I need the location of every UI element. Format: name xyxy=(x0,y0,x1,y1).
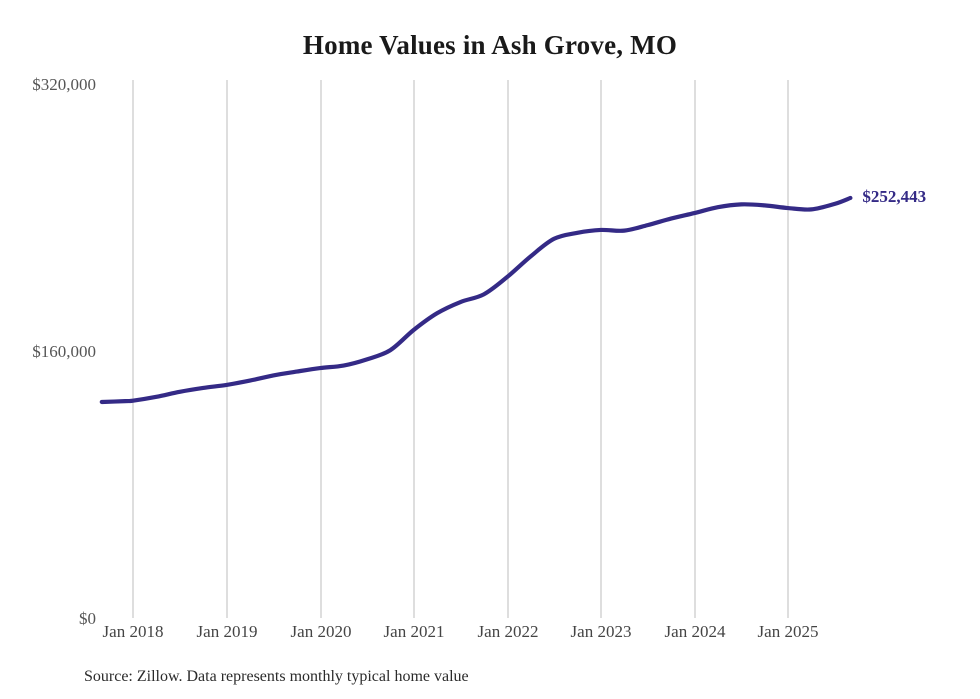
x-tick-label-jan-2025: Jan 2025 xyxy=(757,622,819,641)
x-tick-label-jan-2023: Jan 2023 xyxy=(570,622,632,641)
x-tick-label-jan-2022: Jan 2022 xyxy=(477,622,539,641)
x-tick-label-jan-2019: Jan 2019 xyxy=(196,622,258,641)
end-value-annotation: $252,443 xyxy=(862,186,927,206)
x-tick-label-jan-2024: Jan 2024 xyxy=(664,622,726,641)
chart-title: Home Values in Ash Grove, MO xyxy=(302,30,678,60)
y-tick-label-320000: $320,000 xyxy=(32,75,96,94)
x-tick-label-jan-2020: Jan 2020 xyxy=(290,622,352,641)
x-tick-label-jan-2018: Jan 2018 xyxy=(102,622,164,641)
gridlines xyxy=(132,80,789,618)
source-note: Source: Zillow. Data represents monthly … xyxy=(84,668,469,685)
y-tick-label-160000: $160,000 xyxy=(32,342,96,361)
y-tick-label-0: $0 xyxy=(79,609,96,628)
x-tick-label-jan-2021: Jan 2021 xyxy=(383,622,445,641)
data-line-typical-home-value xyxy=(99,195,853,405)
